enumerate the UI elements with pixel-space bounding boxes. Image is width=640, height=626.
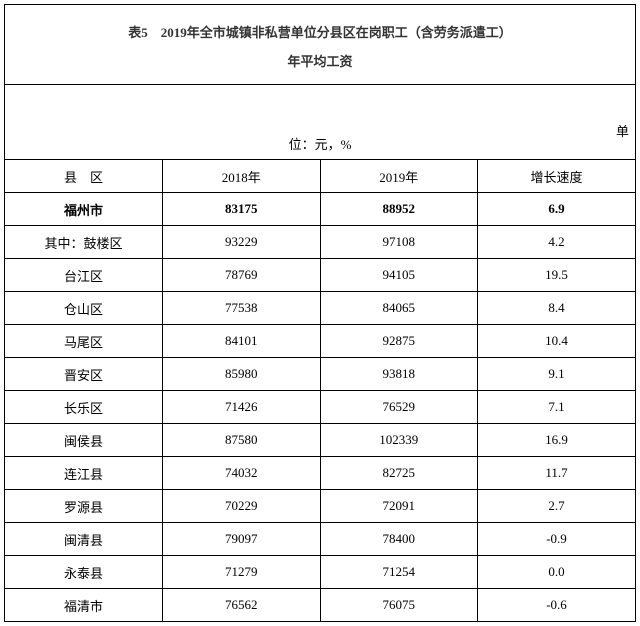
cell-2018: 84101 [163, 325, 321, 358]
cell-region: 晋安区 [5, 358, 163, 391]
page: 表5 2019年全市城镇非私营单位分县区在岗职工（含劳务派遣工） 年平均工资 单… [0, 0, 640, 626]
unit-center-text: 位：元，% [5, 134, 635, 153]
cell-2018: 93229 [163, 226, 321, 259]
table-row: 仓山区 77538 84065 8.4 [5, 292, 635, 325]
cell-growth: 19.5 [478, 259, 636, 292]
title-area: 表5 2019年全市城镇非私营单位分县区在岗职工（含劳务派遣工） 年平均工资 [5, 5, 635, 84]
cell-region: 连江县 [5, 457, 163, 490]
table-row: 福清市 76562 76075 -0.6 [5, 589, 635, 622]
cell-growth: -0.9 [478, 523, 636, 556]
cell-region: 马尾区 [5, 325, 163, 358]
cell-growth: 0.0 [478, 556, 636, 589]
cell-2019: 76529 [320, 391, 478, 424]
cell-2019: 94105 [320, 259, 478, 292]
col-header-region: 县区 [5, 160, 163, 193]
table-row: 连江县 74032 82725 11.7 [5, 457, 635, 490]
cell-2018: 71279 [163, 556, 321, 589]
cell-growth: -0.6 [478, 589, 636, 622]
cell-region: 闽侯县 [5, 424, 163, 457]
table-body: 福州市 83175 88952 6.9 其中：鼓楼区 93229 97108 4… [5, 193, 635, 622]
cell-2019: 78400 [320, 523, 478, 556]
cell-growth: 2.7 [478, 490, 636, 523]
cell-region: 闽清县 [5, 523, 163, 556]
cell-2019: 71254 [320, 556, 478, 589]
table-row: 其中：鼓楼区 93229 97108 4.2 [5, 226, 635, 259]
title-line-2: 年平均工资 [5, 48, 635, 77]
table-row: 永泰县 71279 71254 0.0 [5, 556, 635, 589]
table-header-row: 县区 2018年 2019年 增长速度 [5, 160, 635, 193]
cell-region: 罗源县 [5, 490, 163, 523]
cell-growth: 11.7 [478, 457, 636, 490]
table-row: 长乐区 71426 76529 7.1 [5, 391, 635, 424]
cell-2018: 76562 [163, 589, 321, 622]
col-header-region-prefix: 县 [64, 170, 90, 185]
cell-2018: 87580 [163, 424, 321, 457]
cell-2018: 83175 [163, 193, 321, 226]
cell-growth: 9.1 [478, 358, 636, 391]
cell-2018: 77538 [163, 292, 321, 325]
table-row: 闽侯县 87580 102339 16.9 [5, 424, 635, 457]
cell-2018: 74032 [163, 457, 321, 490]
cell-2018: 70229 [163, 490, 321, 523]
cell-region: 台江区 [5, 259, 163, 292]
col-header-growth: 增长速度 [478, 160, 636, 193]
cell-2019: 82725 [320, 457, 478, 490]
table-row: 台江区 78769 94105 19.5 [5, 259, 635, 292]
cell-2019: 92875 [320, 325, 478, 358]
cell-2018: 85980 [163, 358, 321, 391]
table-row: 罗源县 70229 72091 2.7 [5, 490, 635, 523]
cell-growth: 7.1 [478, 391, 636, 424]
cell-2019: 76075 [320, 589, 478, 622]
cell-region: 仓山区 [5, 292, 163, 325]
table-row: 福州市 83175 88952 6.9 [5, 193, 635, 226]
cell-2018: 79097 [163, 523, 321, 556]
col-header-2018: 2018年 [163, 160, 321, 193]
cell-2019: 84065 [320, 292, 478, 325]
table-row: 马尾区 84101 92875 10.4 [5, 325, 635, 358]
table-row: 闽清县 79097 78400 -0.9 [5, 523, 635, 556]
table-row: 晋安区 85980 93818 9.1 [5, 358, 635, 391]
cell-growth: 10.4 [478, 325, 636, 358]
cell-2019: 97108 [320, 226, 478, 259]
col-header-2019: 2019年 [320, 160, 478, 193]
cell-region: 福州市 [5, 193, 163, 226]
cell-growth: 16.9 [478, 424, 636, 457]
cell-region: 其中：鼓楼区 [5, 226, 163, 259]
cell-growth: 6.9 [478, 193, 636, 226]
cell-region: 永泰县 [5, 556, 163, 589]
table-outer-frame: 表5 2019年全市城镇非私营单位分县区在岗职工（含劳务派遣工） 年平均工资 单… [4, 4, 636, 622]
cell-2019: 88952 [320, 193, 478, 226]
cell-2018: 78769 [163, 259, 321, 292]
cell-2019: 102339 [320, 424, 478, 457]
cell-2019: 93818 [320, 358, 478, 391]
cell-growth: 8.4 [478, 292, 636, 325]
unit-row: 单 位：元，% [5, 84, 635, 159]
cell-2019: 72091 [320, 490, 478, 523]
title-line-1: 表5 2019年全市城镇非私营单位分县区在岗职工（含劳务派遣工） [5, 19, 635, 48]
cell-region: 长乐区 [5, 391, 163, 424]
cell-growth: 4.2 [478, 226, 636, 259]
cell-region: 福清市 [5, 589, 163, 622]
col-header-region-suffix: 区 [90, 170, 103, 185]
cell-2018: 71426 [163, 391, 321, 424]
data-table: 县区 2018年 2019年 增长速度 福州市 83175 88952 6.9 … [5, 159, 635, 621]
